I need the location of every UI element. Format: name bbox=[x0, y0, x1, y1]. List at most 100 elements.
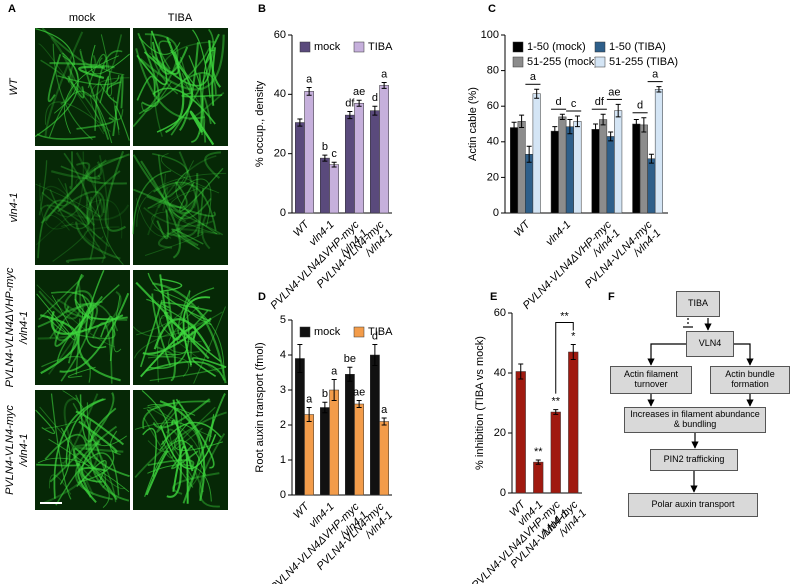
micrograph-texture bbox=[175, 398, 215, 469]
legend-swatch bbox=[299, 41, 311, 53]
micrograph-texture bbox=[175, 178, 212, 227]
micrograph-texture bbox=[61, 393, 99, 465]
micrograph-texture bbox=[164, 160, 194, 198]
micrograph-texture bbox=[147, 356, 190, 378]
y-tick-label: 20 bbox=[494, 427, 506, 439]
bar bbox=[515, 371, 526, 494]
panel-label: F bbox=[608, 291, 615, 303]
error-bar bbox=[535, 459, 541, 465]
significance-letter: a bbox=[530, 71, 537, 83]
error-bar bbox=[600, 113, 606, 126]
micrograph-texture bbox=[136, 30, 168, 86]
micrograph-texture bbox=[135, 198, 190, 238]
significance-letter: d bbox=[637, 100, 643, 112]
significance-letter: ae bbox=[608, 86, 620, 98]
error-bar bbox=[552, 126, 558, 137]
micrograph-texture bbox=[90, 77, 130, 120]
y-tick-label: 4 bbox=[280, 349, 286, 361]
bar bbox=[304, 91, 314, 214]
significance-letter: d bbox=[372, 330, 378, 342]
bar bbox=[639, 124, 648, 214]
micrograph-texture bbox=[152, 87, 216, 125]
bar bbox=[558, 116, 567, 214]
error-bar bbox=[633, 119, 639, 129]
error-bar bbox=[306, 407, 312, 422]
micrograph-texture bbox=[41, 27, 97, 67]
micrograph-texture bbox=[136, 172, 227, 227]
error-bar bbox=[656, 86, 662, 93]
micrograph-texture bbox=[39, 182, 74, 230]
micrograph-texture bbox=[46, 294, 76, 341]
micrograph-texture bbox=[197, 187, 204, 237]
micrograph-texture bbox=[38, 43, 105, 135]
micrograph-texture bbox=[67, 75, 85, 99]
micrograph-texture bbox=[171, 228, 204, 250]
bar bbox=[345, 114, 355, 214]
micrograph-texture bbox=[158, 40, 172, 70]
error-bar bbox=[615, 103, 621, 118]
significance-letter: ae bbox=[353, 386, 365, 398]
row-label: vln4-1 bbox=[8, 193, 20, 223]
micrograph-texture bbox=[147, 405, 183, 453]
micrograph-texture bbox=[77, 466, 107, 504]
bar bbox=[573, 121, 582, 214]
micrograph-texture bbox=[179, 56, 192, 94]
error-bar bbox=[381, 417, 387, 426]
micrograph-texture bbox=[156, 209, 170, 240]
micrograph-texture bbox=[45, 101, 111, 132]
micrograph-texture bbox=[76, 117, 115, 130]
y-axis-label: Actin cable (%) bbox=[467, 87, 479, 161]
y-tick-label: 0 bbox=[500, 487, 506, 499]
micrograph-texture bbox=[153, 181, 217, 231]
micrograph-texture bbox=[168, 208, 224, 236]
micrograph-texture bbox=[85, 269, 107, 349]
error-bar bbox=[347, 111, 353, 120]
column-label: mock bbox=[69, 12, 96, 24]
column-label: TIBA bbox=[168, 12, 193, 24]
micrograph-texture bbox=[60, 204, 130, 221]
micrograph-texture bbox=[132, 311, 223, 338]
micrograph-texture bbox=[147, 464, 212, 502]
micrograph-texture bbox=[143, 206, 214, 227]
error-bar bbox=[372, 105, 378, 116]
error-bar bbox=[567, 119, 573, 135]
micrograph-texture bbox=[136, 75, 156, 101]
micrograph-texture bbox=[50, 36, 74, 106]
micrograph-texture bbox=[152, 398, 211, 429]
micrograph-texture bbox=[142, 427, 157, 477]
micrograph-texture bbox=[134, 422, 200, 492]
legend-label: 51-255 (mock) bbox=[527, 56, 598, 68]
y-tick-label: 40 bbox=[487, 136, 499, 148]
micrograph-texture bbox=[48, 438, 110, 509]
micrograph-texture bbox=[172, 472, 220, 495]
bar bbox=[354, 403, 364, 496]
error-bar bbox=[347, 366, 353, 382]
micrograph-texture bbox=[78, 420, 118, 453]
error-bar bbox=[648, 153, 654, 164]
panel-label: E bbox=[490, 291, 497, 303]
legend-swatch bbox=[353, 326, 365, 338]
micrograph-texture bbox=[159, 274, 184, 341]
micrograph-texture bbox=[147, 186, 169, 236]
error-bar bbox=[608, 131, 614, 142]
micrograph-texture bbox=[104, 150, 127, 232]
micrograph-texture bbox=[44, 31, 84, 137]
micrograph-texture bbox=[132, 170, 172, 235]
micrograph-texture bbox=[147, 404, 196, 416]
micrograph-texture bbox=[165, 36, 185, 134]
micrograph-texture bbox=[49, 392, 115, 483]
micrograph-texture bbox=[69, 151, 74, 190]
y-tick-label: 0 bbox=[280, 489, 286, 501]
bar bbox=[525, 154, 534, 214]
micrograph-texture bbox=[139, 299, 163, 368]
micrograph-texture bbox=[114, 105, 130, 141]
y-axis-label: % occup., density bbox=[254, 80, 266, 167]
micrograph-texture bbox=[85, 196, 93, 225]
micrograph-texture bbox=[92, 322, 113, 384]
significance-letter: b bbox=[322, 141, 328, 153]
micrograph-texture bbox=[36, 462, 81, 467]
micrograph-texture bbox=[75, 152, 104, 218]
panel-label: D bbox=[258, 291, 266, 303]
y-tick-label: 60 bbox=[274, 29, 286, 41]
